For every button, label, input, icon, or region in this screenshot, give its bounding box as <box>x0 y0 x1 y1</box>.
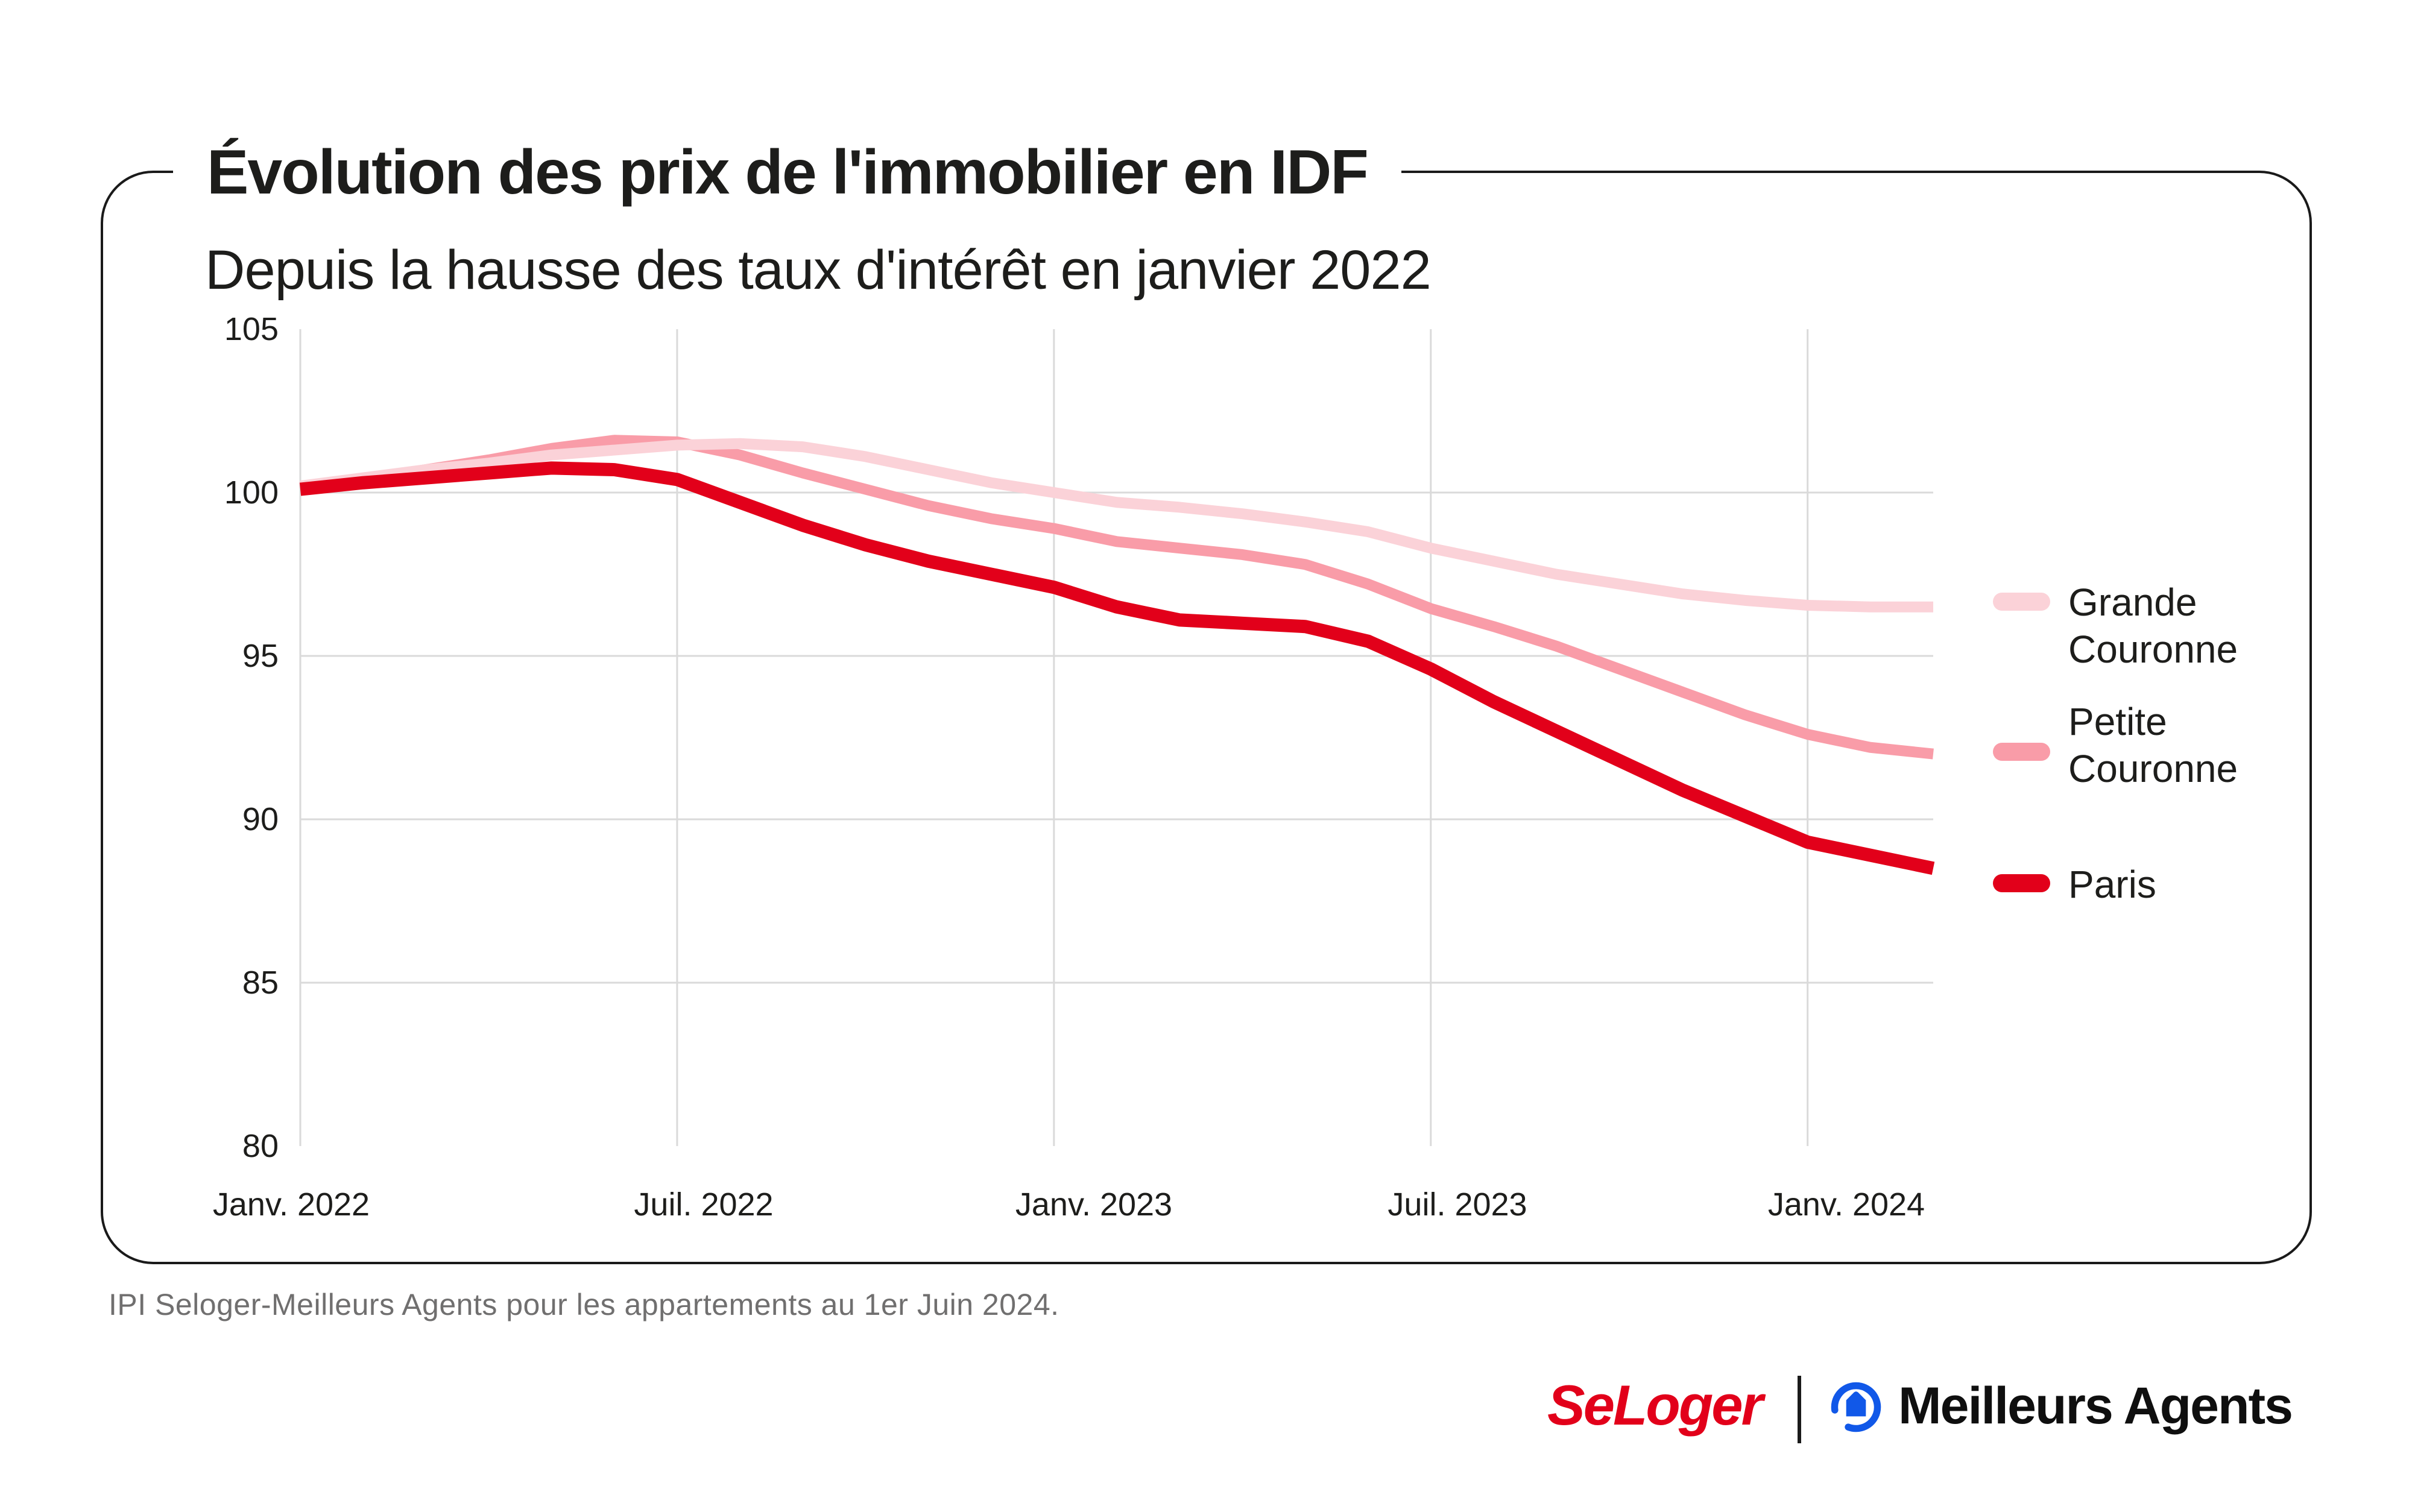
legend-label: Petite <box>2068 700 2167 743</box>
y-tick-105: 105 <box>224 311 279 347</box>
petite-couronne-swatch-icon <box>1993 743 2050 761</box>
chart-frame <box>101 171 2312 1264</box>
legend-label: Paris <box>2068 863 2156 906</box>
x-tick-juil-2022: Juil. 2022 <box>634 1186 774 1223</box>
legend-label: Couronne <box>2068 628 2238 671</box>
x-tick-janv-2024: Janv. 2024 <box>1767 1186 1925 1223</box>
seloger-logo: SeLoger <box>1547 1373 1763 1437</box>
x-tick-janv-2023: Janv. 2023 <box>1015 1186 1173 1223</box>
grande-couronne-swatch-icon <box>1993 593 2050 611</box>
y-tick-95: 95 <box>242 638 279 674</box>
x-tick-juil-2023: Juil. 2023 <box>1388 1186 1527 1223</box>
y-tick-90: 90 <box>242 801 279 837</box>
y-tick-85: 85 <box>242 965 279 1001</box>
page-subtitle: Depuis la hausse des taux d'intérêt en j… <box>205 239 1432 301</box>
legend-label: Couronne <box>2068 747 2238 790</box>
source-note: IPI Seloger-Meilleurs Agents pour les ap… <box>109 1288 1059 1321</box>
page-title: Évolution des prix de l'immobilier en ID… <box>173 137 1401 209</box>
meilleurs-agents-house-icon <box>1831 1382 1881 1432</box>
legend-label: Grande <box>2068 581 2197 624</box>
meilleurs-agents-logo: Meilleurs Agents <box>1898 1377 2293 1435</box>
y-tick-80: 80 <box>242 1128 279 1164</box>
legend-item-petite-couronne: Petite Couronne <box>1993 698 2385 801</box>
logo-separator <box>1798 1376 1801 1443</box>
y-tick-100: 100 <box>224 474 279 511</box>
x-tick-janv-2022: Janv. 2022 <box>212 1186 370 1223</box>
legend-item-paris: Paris <box>1993 861 2385 915</box>
paris-swatch-icon <box>1993 874 2050 892</box>
legend-item-grande-couronne: Grande Couronne <box>1993 573 2385 675</box>
chart-series-lines <box>299 435 1935 875</box>
